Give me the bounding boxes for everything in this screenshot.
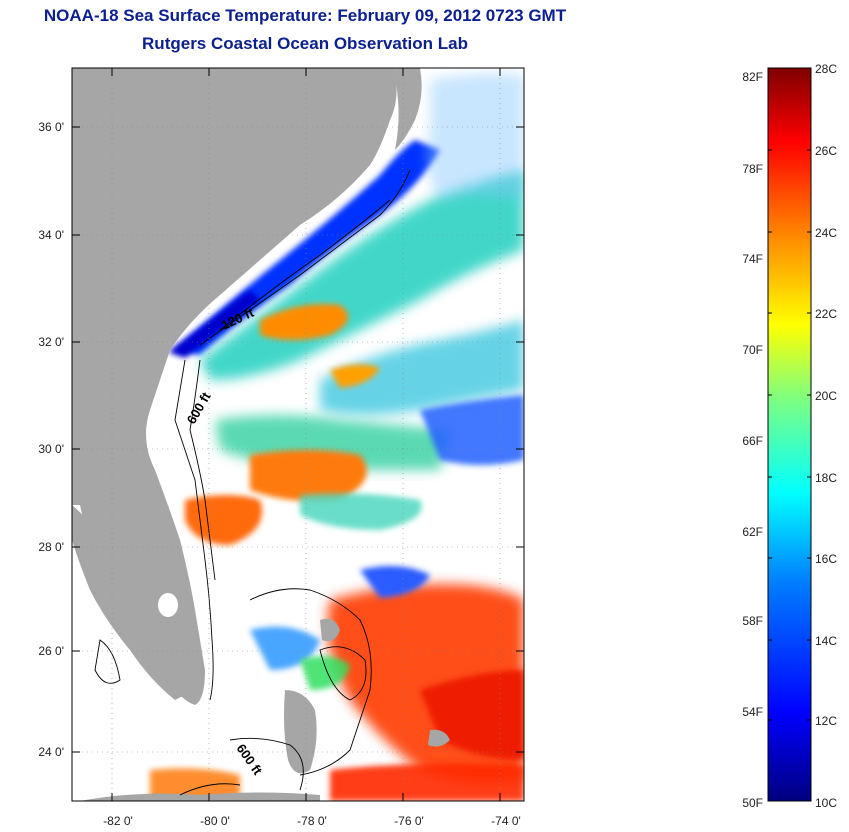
lon-label-76: -76 0' bbox=[394, 814, 424, 828]
lat-label-32: 32 0' bbox=[38, 335, 64, 349]
lat-label-30: 30 0' bbox=[38, 442, 64, 456]
cb-label-74f: 74F bbox=[742, 252, 763, 266]
depth-contours bbox=[94, 169, 411, 796]
colorbar-ticks bbox=[768, 149, 811, 721]
cb-label-24c: 24C bbox=[815, 226, 837, 240]
lon-label-74: -74 0' bbox=[491, 814, 521, 828]
lat-label-34: 34 0' bbox=[38, 228, 64, 242]
cb-label-18c: 18C bbox=[815, 471, 837, 485]
cb-label-58f: 58F bbox=[742, 614, 763, 628]
lon-label-82: -82 0' bbox=[103, 814, 133, 828]
colorbar bbox=[767, 67, 812, 802]
lat-label-28: 28 0' bbox=[38, 540, 64, 554]
cb-label-66f: 66F bbox=[742, 434, 763, 448]
lat-label-26: 26 0' bbox=[38, 644, 64, 658]
cb-label-82f: 82F bbox=[742, 70, 763, 84]
cb-label-70f: 70F bbox=[742, 343, 763, 357]
cb-label-16c: 16C bbox=[815, 552, 837, 566]
graticule bbox=[72, 68, 524, 801]
map-frame bbox=[71, 67, 525, 802]
map-title: NOAA-18 Sea Surface Temperature: Februar… bbox=[43, 6, 567, 25]
cb-label-14c: 14C bbox=[815, 634, 837, 648]
cb-label-28c: 28C bbox=[815, 62, 837, 76]
cb-label-78f: 78F bbox=[742, 162, 763, 176]
cb-label-22c: 22C bbox=[815, 307, 837, 321]
cb-label-20c: 20C bbox=[815, 389, 837, 403]
cb-label-10c: 10C bbox=[815, 796, 837, 810]
cb-label-26c: 26C bbox=[815, 144, 837, 158]
sst-data-layer bbox=[150, 73, 524, 801]
map-subtitle: Rutgers Coastal Ocean Observation Lab bbox=[142, 34, 468, 53]
lat-label-36: 36 0' bbox=[38, 120, 64, 134]
cb-label-12c: 12C bbox=[815, 714, 837, 728]
land-layer bbox=[72, 68, 450, 801]
cb-label-50f: 50F bbox=[742, 796, 763, 810]
map-ticks bbox=[72, 68, 524, 801]
cb-label-62f: 62F bbox=[742, 525, 763, 539]
cb-label-54f: 54F bbox=[742, 705, 763, 719]
lon-label-78: -78 0' bbox=[297, 814, 327, 828]
lon-label-80: -80 0' bbox=[200, 814, 230, 828]
lat-label-24: 24 0' bbox=[38, 745, 64, 759]
